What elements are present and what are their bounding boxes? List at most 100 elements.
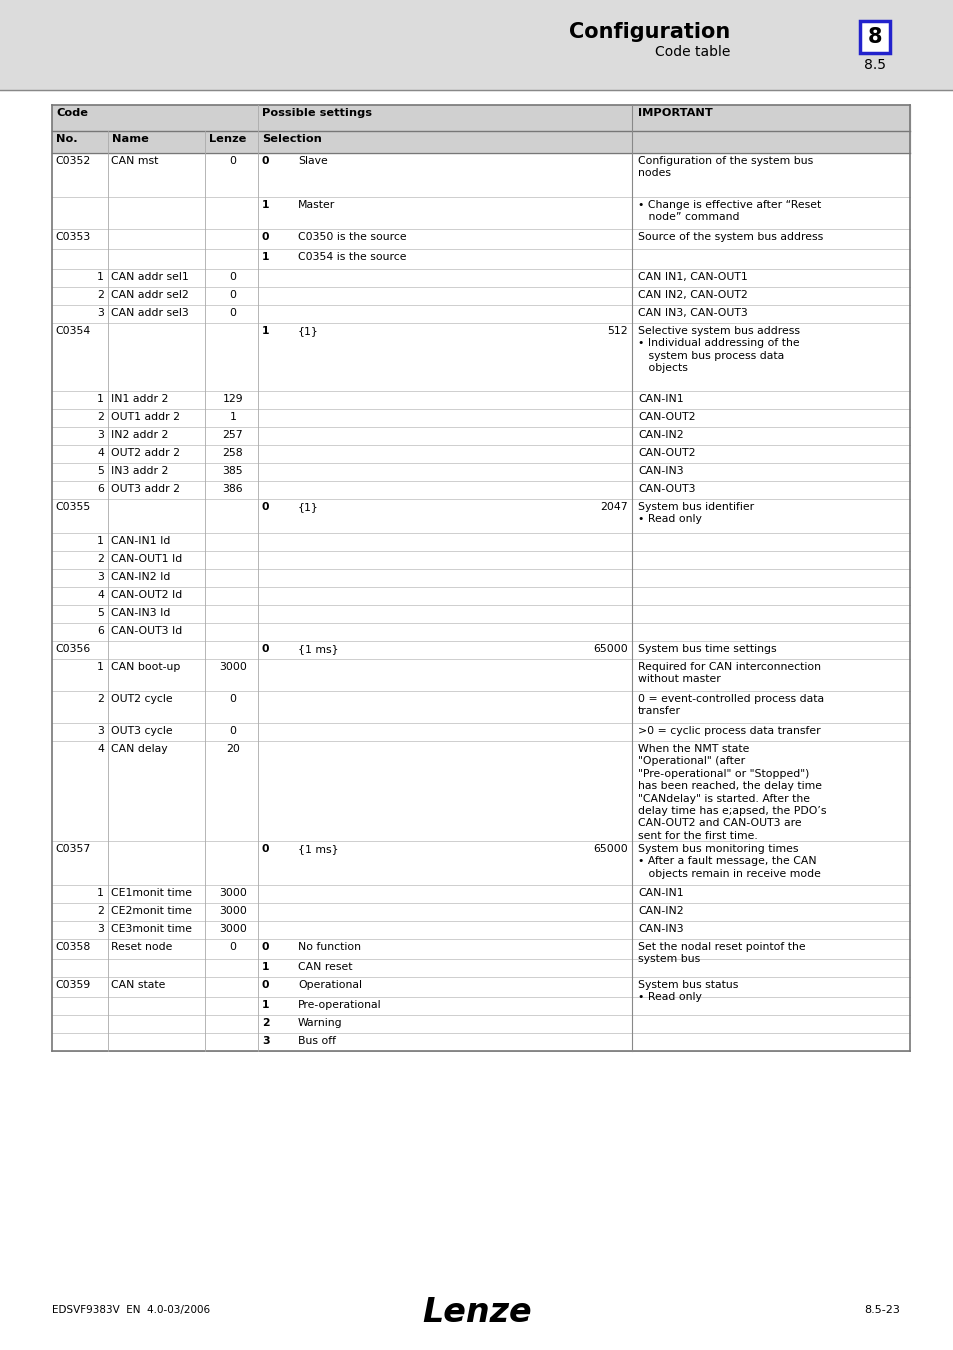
Text: CE1monit time: CE1monit time	[111, 888, 192, 898]
Text: 3: 3	[97, 923, 104, 934]
Bar	[52, 741, 909, 841]
Text: 3: 3	[262, 1035, 270, 1046]
Text: 3: 3	[97, 572, 104, 582]
Text: 8.5-23: 8.5-23	[863, 1305, 899, 1315]
Text: 0: 0	[262, 980, 269, 990]
Bar	[52, 551, 909, 568]
Text: {1 ms}: {1 ms}	[297, 644, 338, 653]
Text: IN3 addr 2: IN3 addr 2	[111, 466, 168, 477]
Text: No function: No function	[297, 942, 360, 952]
Text: 1: 1	[262, 325, 269, 336]
Bar	[52, 903, 909, 921]
Text: C0353: C0353	[55, 232, 91, 242]
Text: 3: 3	[97, 431, 104, 440]
Text: CAN-OUT3: CAN-OUT3	[638, 485, 695, 494]
Text: 20: 20	[226, 744, 240, 755]
Text: CE3monit time: CE3monit time	[111, 923, 192, 934]
Text: CAN-IN3: CAN-IN3	[638, 466, 683, 477]
Text: 0: 0	[230, 157, 236, 166]
Text: {1}: {1}	[297, 325, 318, 336]
Text: CAN-IN2: CAN-IN2	[638, 906, 683, 917]
Text: No.: No.	[56, 134, 77, 144]
Text: CAN IN2, CAN-OUT2: CAN IN2, CAN-OUT2	[638, 290, 747, 300]
Text: 0: 0	[262, 157, 269, 166]
Text: C0354: C0354	[55, 325, 91, 336]
Bar	[52, 568, 909, 587]
Text: 2047: 2047	[599, 502, 627, 512]
Bar	[52, 605, 909, 622]
Text: CAN-IN1 Id: CAN-IN1 Id	[111, 536, 171, 545]
Text: IN1 addr 2: IN1 addr 2	[111, 394, 168, 404]
Text: CAN-IN3 Id: CAN-IN3 Id	[111, 608, 171, 618]
Text: Slave: Slave	[297, 157, 328, 166]
Text: 8: 8	[867, 27, 882, 47]
Bar	[52, 841, 909, 886]
Text: 0: 0	[230, 726, 236, 736]
Bar	[52, 248, 909, 269]
Text: 0 = event-controlled process data
transfer: 0 = event-controlled process data transf…	[638, 694, 823, 717]
Text: 1: 1	[262, 963, 269, 972]
Bar	[52, 587, 909, 605]
Text: 1: 1	[262, 252, 269, 262]
Text: 512: 512	[607, 325, 627, 336]
Text: Bus off: Bus off	[297, 1035, 335, 1046]
Text: IMPORTANT: IMPORTANT	[638, 108, 712, 117]
Text: CAN-OUT2: CAN-OUT2	[638, 448, 695, 458]
Text: Pre-operational: Pre-operational	[297, 1000, 381, 1010]
Bar	[52, 105, 909, 131]
Text: Lenze: Lenze	[209, 134, 246, 144]
Text: 5: 5	[97, 466, 104, 477]
Text: OUT1 addr 2: OUT1 addr 2	[111, 412, 180, 423]
Text: 1: 1	[262, 1000, 269, 1010]
Bar	[52, 1033, 909, 1052]
Text: CAN mst: CAN mst	[111, 157, 158, 166]
Text: C0350 is the source: C0350 is the source	[297, 232, 406, 242]
Bar	[52, 641, 909, 659]
Bar	[52, 940, 909, 958]
Text: 2: 2	[97, 554, 104, 564]
Text: 4: 4	[97, 448, 104, 458]
Text: OUT2 cycle: OUT2 cycle	[111, 694, 172, 703]
Bar	[52, 131, 909, 153]
Text: C0352: C0352	[55, 157, 91, 166]
Text: 1: 1	[97, 536, 104, 545]
Text: Code: Code	[56, 108, 88, 117]
Text: Code table: Code table	[654, 45, 729, 59]
Bar	[52, 958, 909, 977]
Text: 3000: 3000	[219, 888, 247, 898]
Text: 1: 1	[262, 200, 269, 211]
Text: 8.5: 8.5	[863, 58, 885, 72]
Text: Possible settings: Possible settings	[262, 108, 372, 117]
Bar	[52, 288, 909, 305]
Text: 65000: 65000	[593, 844, 627, 855]
Text: When the NMT state
"Operational" (after
"Pre-operational" or "Stopped")
has been: When the NMT state "Operational" (after …	[638, 744, 825, 841]
Bar	[52, 463, 909, 481]
Text: CAN reset: CAN reset	[297, 963, 352, 972]
Text: 0: 0	[230, 271, 236, 282]
Text: Configuration: Configuration	[568, 22, 729, 42]
Text: 4: 4	[97, 744, 104, 755]
Bar	[52, 691, 909, 724]
Text: 385: 385	[222, 466, 243, 477]
Text: 1: 1	[97, 271, 104, 282]
Bar	[52, 305, 909, 323]
Text: C0354 is the source: C0354 is the source	[297, 252, 406, 262]
Text: System bus time settings: System bus time settings	[638, 644, 776, 653]
Text: Source of the system bus address: Source of the system bus address	[638, 232, 822, 242]
Text: 1: 1	[97, 662, 104, 672]
Text: CAN-IN2 Id: CAN-IN2 Id	[111, 572, 171, 582]
Text: CAN IN1, CAN-OUT1: CAN IN1, CAN-OUT1	[638, 271, 747, 282]
Text: 4: 4	[97, 590, 104, 599]
Text: CAN addr sel1: CAN addr sel1	[111, 271, 189, 282]
Text: 2: 2	[97, 906, 104, 917]
Text: >0 = cyclic process data transfer: >0 = cyclic process data transfer	[638, 726, 820, 736]
Text: C0355: C0355	[55, 502, 91, 512]
Text: CAN-IN3: CAN-IN3	[638, 923, 683, 934]
Text: System bus status
• Read only: System bus status • Read only	[638, 980, 738, 1003]
Text: 5: 5	[97, 608, 104, 618]
Bar	[52, 724, 909, 741]
Text: Name: Name	[112, 134, 149, 144]
Text: 2: 2	[262, 1018, 270, 1027]
Bar	[52, 886, 909, 903]
Text: Selective system bus address
• Individual addressing of the
   system bus proces: Selective system bus address • Individua…	[638, 325, 800, 373]
